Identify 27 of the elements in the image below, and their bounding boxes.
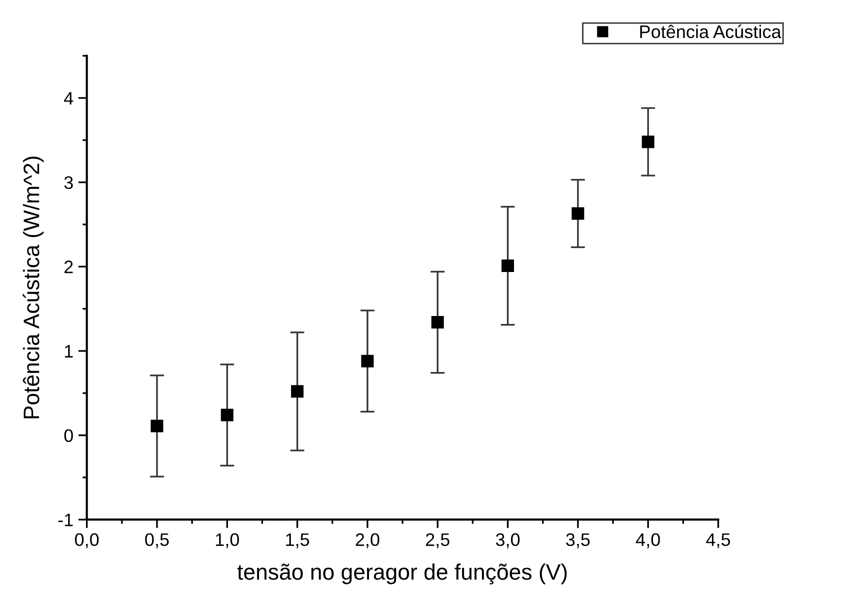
x-tick-label: 0,0 bbox=[74, 533, 99, 548]
y-tick-label: 0 bbox=[64, 429, 73, 442]
y-tick-label: 4 bbox=[64, 92, 74, 105]
point bbox=[502, 260, 514, 272]
point bbox=[291, 385, 304, 398]
point bbox=[150, 420, 164, 432]
point bbox=[220, 408, 234, 422]
y-tick-label: 3 bbox=[64, 176, 73, 190]
legend-label: Potência Acústica bbox=[640, 24, 782, 38]
x-tick-label: 4,0 bbox=[636, 533, 660, 548]
x-tick-label: 1,0 bbox=[216, 533, 239, 548]
x-tick-label: 3,5 bbox=[566, 533, 590, 548]
y-tick-label: -1 bbox=[58, 514, 73, 526]
point bbox=[361, 354, 374, 368]
x-tick-label: 4,5 bbox=[706, 533, 730, 548]
y-tick-label: 1 bbox=[64, 345, 73, 358]
x-axis-title: tensão no geragor de funções (V) bbox=[237, 564, 567, 584]
x-tick-label: 2,0 bbox=[356, 533, 380, 548]
x-tick-label: 0,5 bbox=[145, 533, 169, 548]
y-axis-title: Potência Acústica (W/m^2) bbox=[22, 156, 44, 418]
point bbox=[431, 316, 444, 329]
x-tick-label: 2,5 bbox=[426, 533, 450, 548]
point bbox=[572, 207, 584, 220]
y-tick-label: 2 bbox=[64, 260, 73, 274]
x-tick-label: 1,5 bbox=[286, 533, 310, 548]
x-tick-label: 3,0 bbox=[496, 533, 520, 548]
point bbox=[642, 136, 654, 148]
